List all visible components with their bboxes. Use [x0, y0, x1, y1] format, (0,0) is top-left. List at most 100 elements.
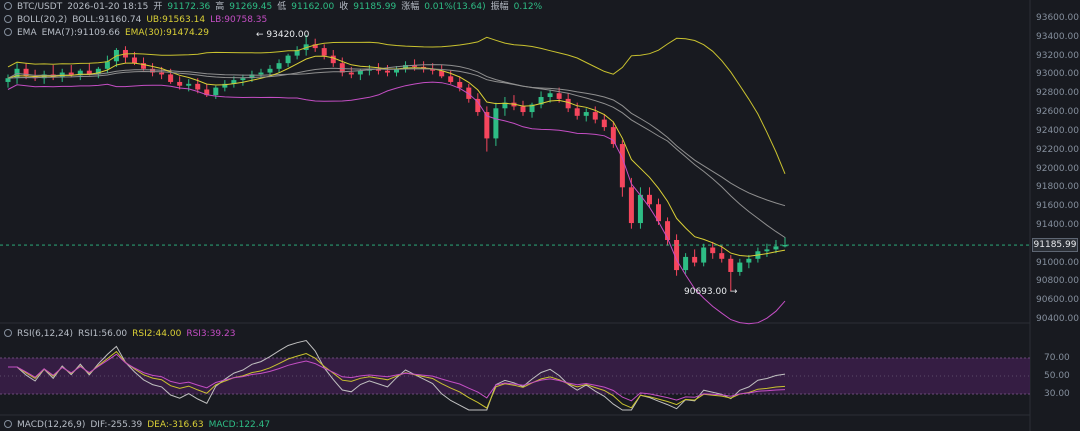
candle-body: [222, 83, 228, 88]
rsi2-line: [8, 350, 786, 409]
candle-body: [159, 72, 165, 75]
candle-body: [312, 44, 318, 49]
price-tick-label: 93400.00: [1036, 31, 1079, 42]
ema-header[interactable]: EMA EMA(7):91109.66 EMA(30):91474.29: [4, 28, 214, 39]
candle-body: [719, 253, 725, 259]
low-annotation: 90693.00 →: [684, 287, 738, 297]
price-tick-label: 92200.00: [1036, 144, 1079, 155]
candle-body: [484, 112, 490, 139]
toggle-eye-icon[interactable]: [4, 2, 12, 10]
symbol: BTC/USDT: [17, 2, 63, 12]
price-tick-label: 92000.00: [1036, 163, 1079, 174]
candle-body: [701, 247, 707, 263]
ohlc-header: BTC/USDT 2026-01-20 18:15 开 91172.36 高 91269.…: [4, 2, 547, 13]
price-tick-label: 93200.00: [1036, 50, 1079, 61]
rsi3-value: RSI3:39.23: [186, 329, 236, 339]
price-tick-label: 90600.00: [1036, 295, 1079, 306]
candle-body: [493, 108, 499, 139]
bar-time: 2026-01-20 18:15: [67, 2, 149, 12]
candle-body: [674, 239, 680, 271]
candle-body: [412, 65, 418, 67]
candle-body: [141, 63, 147, 69]
candle-body: [692, 256, 698, 263]
candle-body: [466, 87, 472, 99]
candle-body: [610, 127, 616, 145]
candle-body: [628, 187, 634, 224]
candle-body: [240, 78, 246, 81]
candle-body: [583, 112, 589, 116]
rsi-header[interactable]: RSI(6,12,24) RSI1:56.00 RSI2:44.00 RSI3:39.…: [4, 329, 240, 340]
boll-name: BOLL(20,2): [17, 15, 68, 25]
candle-body: [656, 204, 662, 222]
price-tick-label: 93600.00: [1036, 13, 1079, 23]
toggle-eye-icon[interactable]: [4, 28, 12, 36]
candle-body: [556, 93, 562, 99]
price-tick-label: 90400.00: [1036, 314, 1079, 324]
macd-name: MACD(12,26,9): [17, 420, 86, 430]
candle-body: [95, 68, 101, 75]
candle-body: [737, 262, 743, 272]
candle-body: [177, 81, 183, 86]
toggle-eye-icon[interactable]: [4, 15, 12, 23]
change-value: 0.01%(13.64): [424, 2, 486, 12]
price-tick-label: 91800.00: [1036, 182, 1079, 193]
candle-body: [782, 245, 788, 247]
macd-dif: DIF:-255.39: [90, 420, 143, 430]
amp-label: 振幅: [490, 2, 509, 12]
candle-body: [321, 48, 327, 56]
high-value: 91269.45: [229, 2, 273, 12]
boll-ub: UB:91563.14: [146, 15, 206, 25]
candle-body: [439, 70, 445, 77]
candle-body: [502, 102, 508, 109]
candle-body: [168, 74, 174, 82]
candle-body: [665, 221, 671, 240]
candle-body: [258, 72, 264, 75]
rsi1-line: [8, 339, 786, 411]
candle-body: [430, 68, 436, 71]
candle-body: [710, 247, 716, 254]
candle-body: [23, 68, 29, 77]
rsi-tick-label: 50.00: [1044, 371, 1070, 381]
candle-body: [77, 70, 83, 76]
candle-body: [547, 93, 553, 98]
rsi-tick-label: 30.00: [1044, 389, 1070, 399]
candle-body: [448, 76, 454, 82]
candle-body: [773, 246, 779, 250]
toggle-eye-icon[interactable]: [4, 329, 12, 337]
candle-body: [520, 106, 526, 113]
candle-body: [68, 72, 74, 76]
candle-body: [276, 63, 282, 69]
ema7-value: EMA(7):91109.66: [41, 28, 120, 38]
ema30-line: [7, 67, 786, 207]
price-tick-label: 93000.00: [1036, 69, 1079, 80]
candle-body: [231, 80, 237, 84]
macd-dea: DEA:-316.63: [147, 420, 204, 430]
candle-body: [746, 258, 752, 263]
candle-body: [131, 57, 137, 64]
high-annotation-value: 93420.00: [266, 30, 310, 40]
high-label: 高: [215, 2, 225, 12]
rsi-band: [0, 358, 1030, 394]
boll-lb: LB:90758.35: [210, 15, 268, 25]
rsi3-line: [8, 353, 786, 402]
high-annotation: ← 93420.00: [256, 30, 310, 40]
candle-body: [204, 89, 210, 96]
candle-body: [285, 55, 291, 64]
candle-body: [619, 144, 625, 188]
current-price-badge: 91185.99: [1032, 238, 1078, 252]
close-value: 91185.99: [353, 2, 397, 12]
candle-body: [394, 68, 399, 73]
candle-body: [574, 108, 580, 116]
ema30-value: EMA(30):91474.29: [124, 28, 210, 38]
low-annotation-value: 90693.00: [684, 287, 727, 297]
boll-header[interactable]: BOLL(20,2) BOLL:91160.74 UB:91563.14 LB:907…: [4, 15, 272, 26]
rsi2-value: RSI2:44.00: [132, 329, 182, 339]
candle-body: [213, 87, 219, 96]
macd-header[interactable]: MACD(12,26,9) DIF:-255.39 DEA:-316.63 MACD:…: [4, 420, 275, 431]
price-tick-label: 92600.00: [1036, 107, 1079, 118]
price-tick-label: 90800.00: [1036, 276, 1079, 287]
toggle-eye-icon[interactable]: [4, 420, 12, 428]
amp-value: 0.12%: [513, 2, 543, 12]
candle-body: [384, 70, 390, 73]
